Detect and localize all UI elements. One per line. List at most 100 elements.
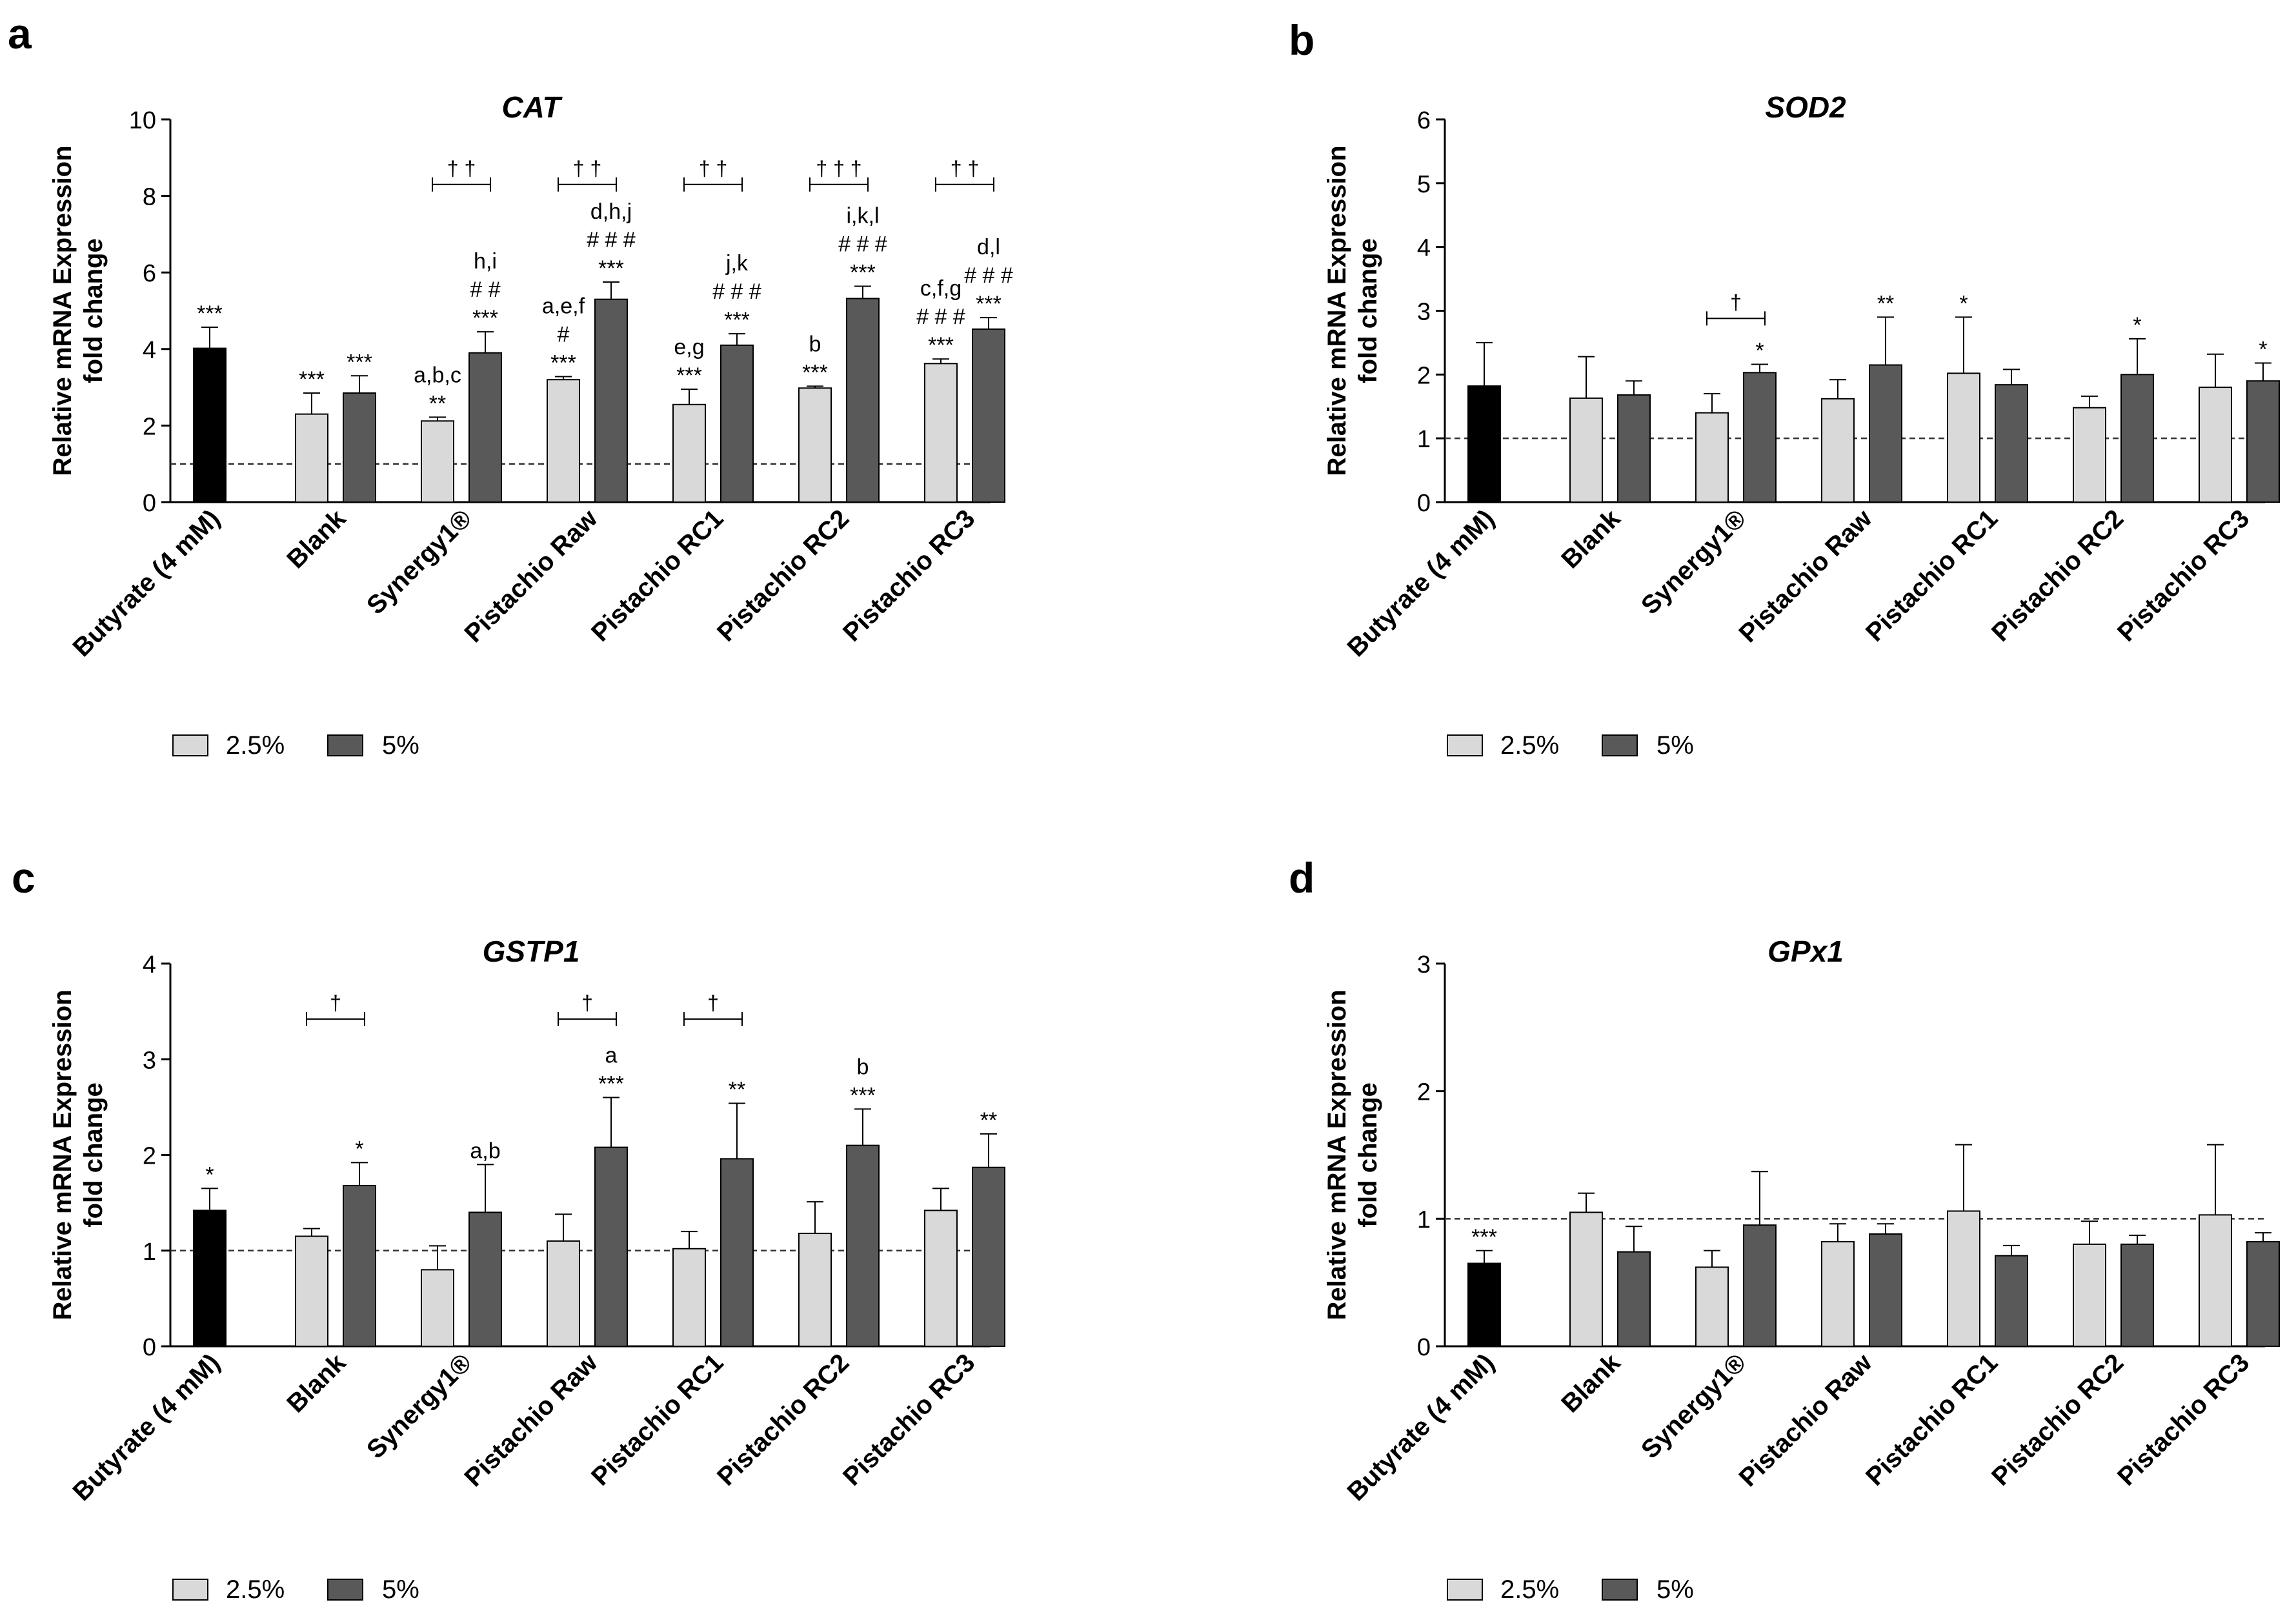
legend-label-5: 5% bbox=[1657, 731, 1694, 760]
bar-CAT-2.5%-2 bbox=[421, 420, 454, 503]
panel-letter: b bbox=[1289, 16, 1314, 64]
legend-label-2-5: 2.5% bbox=[226, 731, 285, 760]
panel-b: b SOD2 Relative mRNA Expression fold change… bbox=[1289, 16, 2280, 760]
significance-label: b bbox=[809, 332, 821, 356]
bar-CAT-2.5%-5 bbox=[798, 387, 832, 503]
x-tick-label: Butyrate (4 mM) bbox=[1342, 1348, 1500, 1506]
significance-label: ** bbox=[429, 391, 446, 416]
bar-SOD2-2.5%-3 bbox=[1821, 398, 1855, 503]
bar-SOD2-butyrate-0 bbox=[1467, 385, 1501, 503]
y-tick-label: 0 bbox=[143, 1334, 156, 1361]
legend-label-5: 5% bbox=[382, 1575, 419, 1604]
significance-label: *** bbox=[724, 308, 750, 332]
legend-label-2-5: 2.5% bbox=[226, 1575, 285, 1604]
significance-label: ** bbox=[980, 1108, 997, 1133]
significance-label: * bbox=[1755, 339, 1764, 363]
x-tick-label: Pistachio Raw bbox=[1733, 1348, 1878, 1493]
significance-label: * bbox=[205, 1162, 214, 1187]
significance-label: a,e,f bbox=[542, 294, 585, 318]
significance-label: *** bbox=[802, 360, 828, 385]
bracket-label: † † bbox=[699, 157, 727, 180]
significance-label: # # # bbox=[964, 263, 1013, 288]
bar-SOD2-2.5%-4 bbox=[1947, 372, 1980, 503]
significance-label: *** bbox=[550, 350, 576, 375]
significance-label: * bbox=[2259, 338, 2267, 362]
y-tick-label: 1 bbox=[1417, 426, 1431, 453]
panel-a: a CAT Relative mRNA Expression fold change 0… bbox=[8, 10, 1013, 760]
x-tick-label: Butyrate (4 mM) bbox=[1342, 504, 1500, 662]
significance-label: *** bbox=[928, 333, 954, 358]
significance-label: *** bbox=[1471, 1225, 1497, 1249]
y-tick-label: 2 bbox=[143, 1143, 156, 1170]
bar-SOD2-2.5%-1 bbox=[1569, 397, 1603, 503]
x-tick-label: Pistachio Raw bbox=[459, 504, 603, 649]
bar-CAT-5%-1 bbox=[343, 392, 376, 503]
x-tick-label: Pistachio Raw bbox=[459, 1348, 603, 1493]
x-tick-label: Synergy1® bbox=[361, 504, 477, 620]
x-tick-label: Pistachio RC1 bbox=[586, 1348, 729, 1491]
x-tick-label: Blank bbox=[281, 504, 352, 574]
bar-GPx1-5%-2 bbox=[1743, 1224, 1777, 1348]
y-axis-label-line2: fold change bbox=[1354, 1082, 1382, 1227]
bar-GSTP1-2.5%-2 bbox=[421, 1269, 454, 1348]
significance-label: b bbox=[857, 1055, 869, 1079]
legend-swatch-2-5 bbox=[172, 1579, 208, 1601]
significance-label: ** bbox=[729, 1077, 745, 1102]
bar-GSTP1-5%-1 bbox=[343, 1184, 376, 1347]
x-tick-label: Pistachio RC2 bbox=[712, 504, 854, 647]
bracket-label: † † † bbox=[816, 157, 861, 180]
bar-GSTP1-2.5%-6 bbox=[924, 1209, 958, 1347]
legend-swatch-2-5 bbox=[172, 734, 208, 756]
bracket-label: † bbox=[330, 991, 341, 1015]
bar-GPx1-5%-3 bbox=[1869, 1233, 1902, 1348]
significance-label: *** bbox=[472, 306, 498, 330]
bar-GPx1-2.5%-6 bbox=[2199, 1214, 2232, 1347]
chart-title: SOD2 bbox=[1765, 90, 1846, 124]
significance-label: i,k,l bbox=[847, 204, 880, 228]
legend-label-2-5: 2.5% bbox=[1500, 1575, 1559, 1604]
x-tick-label: Pistachio RC3 bbox=[838, 504, 980, 647]
bracket-label: † bbox=[581, 991, 593, 1015]
bar-GPx1-2.5%-5 bbox=[2073, 1243, 2106, 1347]
bar-GSTP1-5%-6 bbox=[972, 1166, 1005, 1347]
y-tick-label: 4 bbox=[1417, 235, 1431, 262]
x-tick-label: Pistachio RC2 bbox=[1986, 1348, 2129, 1491]
x-tick-label: Blank bbox=[1556, 1348, 1626, 1419]
legend-label-5: 5% bbox=[382, 731, 419, 760]
y-axis-label-line2: fold change bbox=[79, 238, 108, 383]
y-axis-label: Relative mRNA Expression fold change bbox=[48, 989, 108, 1320]
significance-label: c,f,g bbox=[920, 276, 962, 301]
bar-CAT-2.5%-3 bbox=[547, 379, 580, 503]
bar-GPx1-5%-5 bbox=[2120, 1243, 2154, 1347]
panel-letter: a bbox=[8, 10, 32, 57]
significance-label: d,h,j bbox=[590, 199, 632, 224]
y-tick-label: 6 bbox=[1417, 107, 1431, 134]
x-tick-label: Pistachio RC3 bbox=[2112, 504, 2255, 647]
y-tick-label: 4 bbox=[143, 337, 156, 364]
significance-label: *** bbox=[976, 292, 1002, 316]
y-tick-label: 3 bbox=[1417, 299, 1431, 326]
x-tick-label: Pistachio RC1 bbox=[586, 504, 729, 647]
bar-SOD2-5%-5 bbox=[2120, 374, 2154, 503]
bar-GSTP1-2.5%-1 bbox=[295, 1235, 328, 1348]
y-tick-label: 0 bbox=[1417, 490, 1431, 517]
bar-SOD2-2.5%-2 bbox=[1695, 412, 1729, 503]
x-tick-label: Blank bbox=[1556, 504, 1626, 574]
legend-swatch-5 bbox=[327, 1579, 363, 1601]
y-tick-label: 3 bbox=[1417, 951, 1431, 978]
legend-label-5: 5% bbox=[1657, 1575, 1694, 1604]
panel-c: c GSTP1 Relative mRNA Expression fold chang… bbox=[12, 854, 1005, 1604]
x-tick-label: Synergy1® bbox=[1636, 1348, 1751, 1464]
x-tick-label: Pistachio RC2 bbox=[1986, 504, 2129, 647]
bar-GSTP1-butyrate-0 bbox=[193, 1209, 227, 1347]
y-tick-label: 10 bbox=[129, 107, 156, 134]
x-tick-label: Pistachio Raw bbox=[1733, 504, 1878, 649]
bar-GSTP1-2.5%-4 bbox=[672, 1248, 706, 1347]
y-tick-label: 2 bbox=[1417, 1079, 1431, 1106]
legend-swatch-2-5 bbox=[1447, 734, 1483, 756]
y-axis-label-line1: Relative mRNA Expression bbox=[1323, 145, 1351, 476]
bar-SOD2-5%-4 bbox=[1995, 384, 2028, 503]
bar-GPx1-2.5%-3 bbox=[1821, 1240, 1855, 1347]
bar-CAT-5%-5 bbox=[846, 298, 880, 503]
